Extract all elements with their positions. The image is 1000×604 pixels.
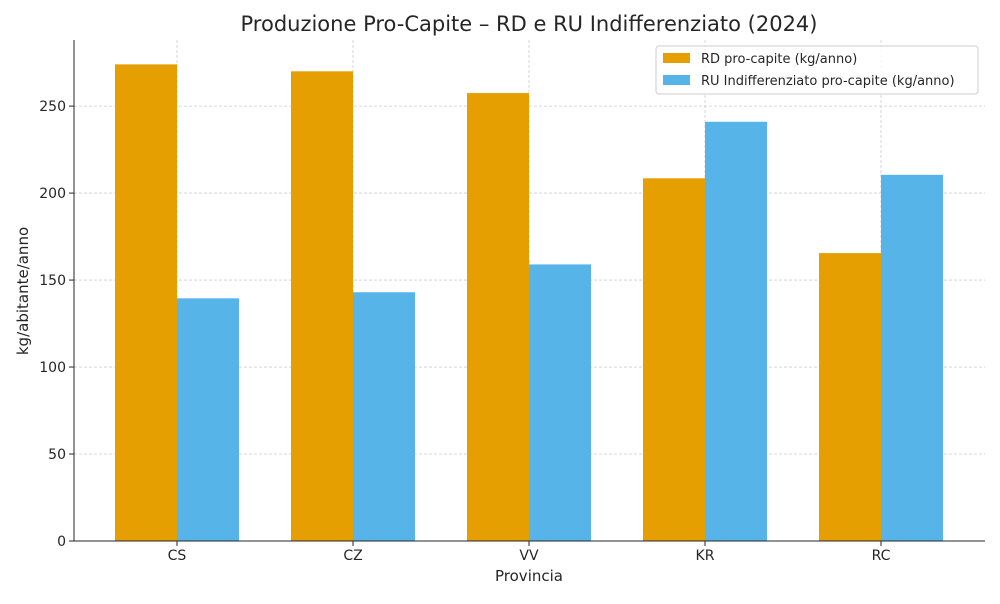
y-tick-label: 250 xyxy=(39,99,66,115)
axes: 0 50 100 150 200 250 CS CZ VV KR RC xyxy=(39,40,985,564)
x-axis-label: Provincia xyxy=(495,567,563,585)
legend-swatch-rd xyxy=(663,53,690,63)
bar-rd-vv xyxy=(467,93,529,542)
y-tick-label: 100 xyxy=(39,360,66,376)
bar-rd-kr xyxy=(643,178,705,541)
x-tick-label: VV xyxy=(519,548,539,564)
x-tick-label: CS xyxy=(168,548,187,564)
bar-rd-cz xyxy=(291,71,353,541)
bar-rd-rc xyxy=(819,253,881,542)
bar-ru-kr xyxy=(705,121,767,542)
y-tick-label: 0 xyxy=(57,534,66,550)
x-tick-label: RC xyxy=(872,548,891,564)
bar-rd-cs xyxy=(115,64,177,542)
x-tick-label: KR xyxy=(696,548,715,564)
y-axis-label: kg/abitante/anno xyxy=(14,227,32,355)
legend-label-rd: RD pro-capite (kg/anno) xyxy=(701,52,857,67)
x-tick-label: CZ xyxy=(343,548,362,564)
legend-swatch-ru xyxy=(663,75,690,85)
y-tick-label: 200 xyxy=(39,186,66,202)
y-tick-label: 150 xyxy=(39,273,66,289)
legend-box xyxy=(655,45,979,95)
legend-label-ru: RU Indifferenziato pro-capite (kg/anno) xyxy=(701,74,955,89)
bars xyxy=(115,64,943,542)
legend: RD pro-capite (kg/anno) RU Indifferenzia… xyxy=(655,45,979,95)
bar-ru-rc xyxy=(881,174,943,542)
bar-ru-vv xyxy=(529,264,591,541)
bar-ru-cz xyxy=(353,292,415,541)
chart-title: Produzione Pro-Capite – RD e RU Indiffer… xyxy=(241,12,818,36)
bar-ru-cs xyxy=(177,298,239,541)
y-tick-label: 50 xyxy=(48,447,66,463)
